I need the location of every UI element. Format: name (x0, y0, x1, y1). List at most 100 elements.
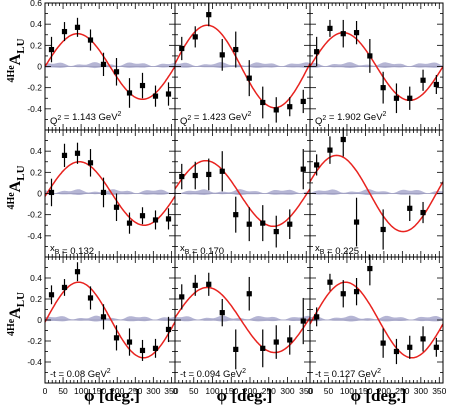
data-point (206, 171, 212, 178)
y-tick-label: 0 (37, 315, 42, 325)
systematic-band (175, 62, 310, 68)
data-point (420, 209, 426, 216)
data-point (393, 348, 400, 355)
data-point (192, 282, 198, 288)
data-point (219, 168, 225, 174)
panel-label: -t = 0.127 GeV2 (315, 368, 381, 380)
x-tick-label: 0 (173, 386, 178, 396)
panel-2: Q2 = 1.423 GeV2 (174, 2, 311, 131)
panel-label: xB = 0.225 (315, 243, 359, 257)
data-point (273, 339, 279, 345)
data-point (139, 82, 146, 89)
data-point (126, 90, 133, 96)
data-point (126, 339, 133, 345)
y-tick-label: -0.4 (27, 357, 42, 367)
data-point (340, 31, 346, 37)
data-point (192, 172, 198, 179)
data-point (113, 335, 120, 341)
data-point (139, 347, 146, 354)
panel-4: -0.4 -0.2 0 0.2 0.4 xB = 0.132 (27, 129, 176, 258)
data-point (300, 98, 306, 105)
data-point (246, 75, 252, 81)
x-tick-label: 200 (377, 386, 391, 396)
y-tick-label: 0.2 (30, 294, 42, 304)
x-axis-label: ϕ [deg.] (217, 386, 273, 405)
data-point (100, 61, 107, 67)
systematic-band (175, 315, 310, 322)
y-tick-label: 0.2 (30, 167, 42, 177)
data-point (380, 85, 386, 91)
data-point (113, 69, 120, 75)
data-point (100, 189, 107, 196)
panel-grid: -0.4 -0.2 0 0.2 0.4 0.6 Q2 = 1.143 GeV2 Q2 = 1.… (27, 0, 446, 396)
x-tick-label: 50 (324, 386, 334, 396)
x-tick-label: 350 (299, 386, 313, 396)
y-tick-label: 0 (37, 189, 42, 199)
y-tick-label: -0.2 (27, 83, 42, 93)
data-point (206, 281, 212, 287)
data-point (380, 226, 386, 233)
x-tick-label: 250 (395, 386, 409, 396)
data-point (420, 336, 426, 342)
fit-curve (310, 154, 443, 233)
data-point (380, 340, 386, 346)
panel-8: 0 50 100 150 200 250 300 350 -t = 0.094 GeV2 (173, 256, 314, 396)
data-point (233, 212, 239, 218)
data-point (87, 37, 94, 43)
data-point (314, 162, 320, 168)
data-point (113, 204, 120, 210)
data-point (74, 150, 81, 156)
data-point (165, 326, 172, 333)
data-point (407, 344, 413, 350)
x-tick-label: 100 (340, 386, 354, 396)
x-tick-label: 300 (280, 386, 294, 396)
data-point (179, 173, 185, 180)
x-tick-label: 250 (128, 386, 142, 396)
data-point (219, 310, 225, 316)
x-tick-label: 200 (110, 386, 124, 396)
data-point (353, 219, 360, 225)
x-tick-label: 300 (146, 386, 160, 396)
y-tick-label: -0.2 (27, 336, 42, 346)
data-point (353, 289, 360, 295)
y-axis-label: 4HeALU (6, 38, 27, 82)
x-tick-label: 100 (205, 386, 219, 396)
fit-curve (310, 281, 443, 359)
data-point (433, 344, 439, 350)
y-tick-label: 0 (37, 62, 42, 72)
data-point (192, 34, 198, 40)
data-point (126, 220, 133, 226)
systematic-band (310, 189, 443, 195)
y-tick-label: 0.4 (30, 273, 42, 283)
data-point (314, 49, 320, 55)
data-point (100, 314, 107, 320)
data-point (152, 217, 159, 223)
data-point (61, 284, 68, 291)
x-tick-label: 250 (262, 386, 276, 396)
data-point (273, 229, 279, 235)
panel-1: -0.4 -0.2 0 0.2 0.4 0.6 Q2 = 1.143 GeV2 (27, 0, 176, 131)
data-point (152, 345, 159, 351)
data-point (353, 30, 360, 36)
panel-6: xB = 0.225 (309, 127, 444, 258)
panel-label: -t = 0.094 GeV2 (180, 368, 246, 380)
data-point (300, 166, 306, 172)
data-point (407, 205, 413, 211)
fit-curve (175, 24, 310, 109)
data-point (287, 337, 293, 343)
panel-label: Q2 = 1.902 GeV2 (315, 111, 387, 127)
y-tick-label: 0.6 (30, 0, 42, 8)
data-point (179, 45, 185, 52)
data-point (314, 314, 320, 320)
data-point (433, 81, 439, 88)
data-point (300, 318, 306, 324)
data-point (393, 95, 400, 101)
y-tick-label: -0.2 (27, 210, 42, 220)
data-point (327, 25, 333, 31)
x-tick-label: 150 (224, 386, 238, 396)
data-point (152, 93, 159, 99)
x-tick-label: 0 (308, 386, 313, 396)
data-point (87, 295, 94, 301)
data-point (260, 220, 266, 226)
y-tick-label: -0.4 (27, 231, 42, 241)
